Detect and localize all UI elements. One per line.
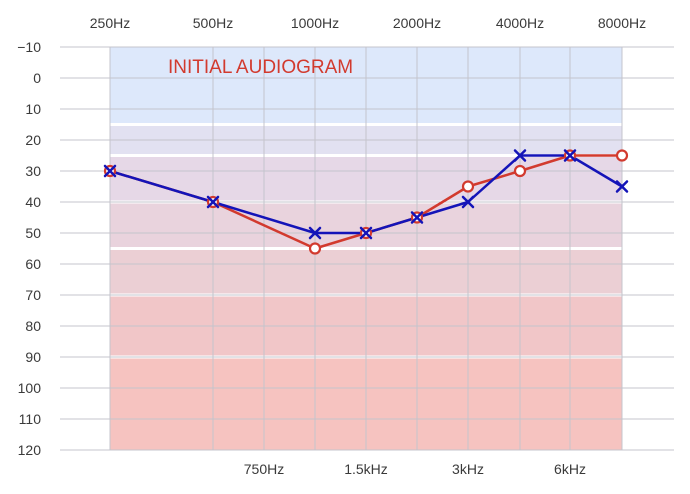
bottom-tick-label: 750Hz (244, 461, 284, 477)
y-tick-label: 90 (25, 349, 41, 365)
bottom-tick-label: 3kHz (452, 461, 484, 477)
circle-marker (308, 242, 322, 255)
cross-marker (615, 180, 629, 193)
y-tick-label: 0 (33, 70, 41, 86)
chart-annotation: INITIAL AUDIOGRAM (168, 57, 353, 78)
top-tick-label: 2000Hz (393, 15, 441, 31)
y-tick-label: −10 (17, 39, 41, 55)
bottom-tick-label: 1.5kHz (344, 461, 388, 477)
cross-marker (103, 164, 117, 178)
y-tick-label: 110 (19, 411, 42, 427)
top-tick-label: 4000Hz (496, 15, 544, 31)
cross-marker (410, 211, 424, 224)
y-tick-label: 120 (18, 442, 42, 458)
top-tick-label: 500Hz (193, 15, 233, 31)
y-tick-label: 80 (25, 318, 41, 334)
cross-marker (513, 149, 527, 162)
cross-marker (206, 195, 220, 209)
bottom-tick-label: 6kHz (554, 461, 586, 477)
y-tick-label: 10 (25, 101, 41, 117)
y-tick-label: 50 (25, 225, 41, 241)
cross-marker (461, 195, 475, 209)
cross-marker (359, 226, 373, 240)
y-tick-label: 30 (25, 163, 41, 179)
circle-marker (513, 164, 527, 178)
top-tick-label: 250Hz (90, 15, 130, 31)
circle-marker (615, 149, 629, 162)
y-tick-label: 70 (25, 287, 41, 303)
y-tick-label: 40 (25, 194, 41, 210)
top-tick-label: 1000Hz (291, 15, 339, 31)
cross-marker (308, 226, 322, 240)
top-tick-label: 8000Hz (598, 15, 646, 31)
y-tick-label: 100 (18, 380, 42, 396)
y-tick-label: 20 (25, 132, 41, 148)
y-tick-label: 60 (25, 256, 41, 272)
circle-marker (461, 180, 475, 193)
cross-marker (563, 149, 577, 162)
